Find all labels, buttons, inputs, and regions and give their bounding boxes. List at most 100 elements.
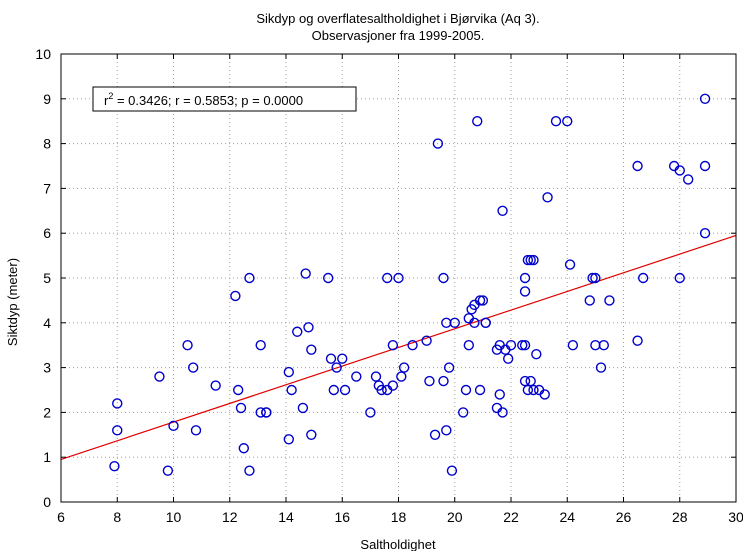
data-point: [244, 272, 255, 284]
data-point: [494, 389, 505, 400]
data-point: [255, 340, 266, 351]
data-point: [519, 286, 531, 297]
data-point: [407, 340, 418, 351]
data-point: [674, 272, 685, 284]
data-point: [505, 340, 517, 351]
x-tick-label: 20: [447, 509, 463, 525]
data-point: [154, 371, 165, 382]
data-point: [584, 295, 595, 306]
x-axis-label: Saltholdighet: [360, 537, 436, 551]
y-axis-label: Siktdyp (meter): [5, 258, 20, 346]
data-point: [682, 174, 694, 185]
data-point: [286, 384, 297, 396]
data-point: [497, 205, 508, 217]
stats-r2-superscript: 2: [108, 91, 113, 101]
data-point: [387, 380, 399, 391]
data-point: [331, 362, 342, 373]
data-point: [598, 340, 610, 351]
x-tick-label: 16: [334, 509, 350, 525]
data-point: [339, 384, 351, 396]
data-point: [632, 160, 643, 172]
data-point: [261, 407, 272, 418]
stats-annotation: r2 = 0.3426; r = 0.5853; p = 0.0000: [92, 86, 357, 112]
data-point: [393, 272, 404, 284]
data-point: [351, 371, 362, 382]
data-point: [460, 384, 472, 396]
data-point: [632, 335, 643, 346]
data-point: [528, 384, 539, 396]
data-point: [477, 295, 489, 306]
data-point: [550, 115, 562, 127]
data-point: [376, 384, 387, 396]
data-point: [590, 340, 601, 351]
data-point: [232, 384, 244, 396]
data-point: [421, 335, 432, 346]
data-point: [190, 425, 202, 436]
data-point: [382, 272, 393, 284]
y-tick-label: 3: [43, 360, 51, 376]
chart-title: Sikdyp og overflatesaltholdighet i Bjørv…: [256, 11, 539, 26]
data-point: [441, 425, 452, 436]
data-point: [595, 362, 607, 373]
x-tick-label: 14: [278, 509, 294, 525]
x-tick-label: 18: [391, 509, 407, 525]
data-point: [398, 362, 410, 373]
data-point: [522, 254, 534, 266]
data-point: [337, 353, 348, 364]
data-point: [238, 443, 250, 454]
data-point: [564, 259, 576, 270]
data-point: [604, 295, 615, 306]
data-point: [472, 115, 483, 127]
data-point: [517, 340, 528, 351]
data-point: [168, 420, 179, 432]
x-tick-label: 30: [728, 509, 743, 525]
data-point: [230, 290, 241, 302]
data-point: [502, 353, 514, 364]
data-point: [322, 272, 334, 284]
points-layer: [109, 93, 711, 476]
data-point: [235, 402, 247, 414]
data-point: [162, 465, 174, 476]
data-point: [109, 460, 120, 472]
x-tick-label: 24: [559, 509, 575, 525]
stats-r2-symbol: r: [104, 93, 109, 108]
data-point: [519, 375, 531, 387]
data-point: [210, 380, 221, 391]
data-point: [528, 254, 539, 266]
stats-annotation-text: r2 = 0.3426; r = 0.5853; p = 0.0000: [104, 91, 303, 108]
data-point: [300, 268, 311, 279]
data-point: [328, 384, 340, 396]
y-tick-label: 10: [35, 46, 51, 62]
data-point: [112, 398, 123, 409]
data-point: [699, 93, 711, 105]
data-point: [562, 115, 573, 127]
data-point: [457, 407, 469, 418]
data-point: [396, 371, 407, 382]
data-point: [429, 429, 441, 440]
fit-line-layer: [60, 234, 737, 461]
x-tick-label: 28: [672, 509, 688, 525]
x-tick-label: 8: [113, 509, 121, 525]
data-point: [244, 465, 255, 476]
y-tick-label: 4: [43, 315, 51, 331]
data-point: [522, 384, 534, 396]
data-point: [438, 375, 449, 387]
x-tick-label: 10: [166, 509, 182, 525]
data-point: [497, 407, 508, 418]
grid-layer: [61, 54, 736, 502]
data-point: [519, 272, 531, 284]
data-point: [699, 160, 711, 172]
stats-values: = 0.3426; r = 0.5853; p = 0.0000: [113, 93, 303, 108]
y-tick-label: 8: [43, 136, 51, 152]
data-point: [587, 272, 598, 284]
data-point: [303, 322, 314, 333]
data-point: [424, 375, 435, 387]
data-point: [283, 366, 295, 378]
data-point: [463, 340, 475, 351]
data-point: [449, 317, 460, 328]
data-point: [306, 344, 317, 355]
data-point: [432, 138, 444, 149]
data-point: [325, 353, 337, 364]
data-point: [283, 434, 295, 445]
